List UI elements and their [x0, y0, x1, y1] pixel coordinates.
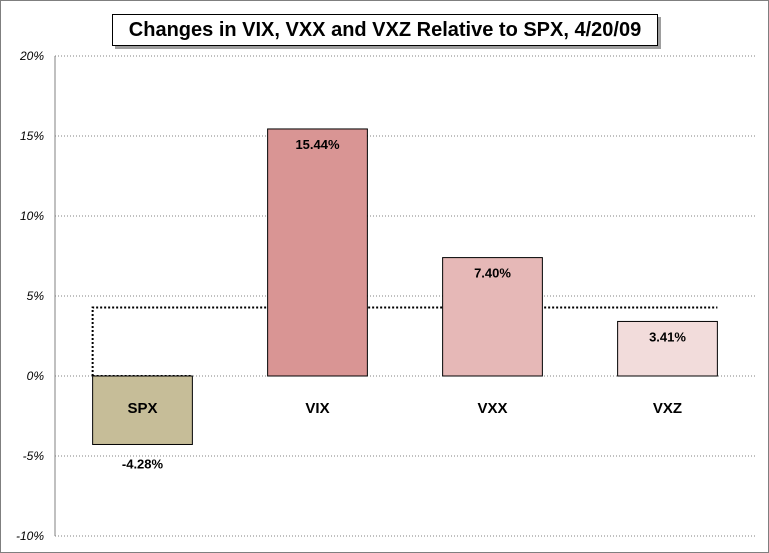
bar-spx — [92, 375, 193, 445]
bar-vxz — [617, 320, 718, 377]
category-label: VXX — [477, 400, 507, 417]
data-label: 7.40% — [474, 266, 511, 281]
bars — [92, 128, 718, 445]
chart-title: Changes in VIX, VXX and VXZ Relative to … — [128, 18, 642, 41]
data-label: 15.44% — [295, 137, 340, 152]
y-tick-label: 10% — [20, 209, 44, 223]
labels: SPX VIX VXX VXZ -4.28% 15.44% 7.40% 3.41% — [122, 137, 686, 472]
category-label: SPX — [127, 400, 157, 417]
y-tick-label: 5% — [27, 289, 45, 303]
bar-vxx — [442, 257, 543, 377]
y-tick-label: -10% — [16, 529, 44, 543]
y-tick-label: -5% — [23, 449, 45, 463]
y-axis: 20% 15% 10% 5% 0% -5% -10% — [16, 49, 56, 543]
y-tick-label: 0% — [27, 369, 45, 383]
y-tick-label: 20% — [19, 49, 44, 63]
chart-title-box: Changes in VIX, VXX and VXZ Relative to … — [112, 14, 658, 46]
category-label: VXZ — [653, 400, 682, 417]
data-label: 3.41% — [649, 329, 686, 344]
data-label: -4.28% — [122, 456, 164, 471]
category-label: VIX — [305, 400, 329, 417]
bar-vix — [267, 128, 368, 377]
y-tick-label: 15% — [20, 129, 44, 143]
